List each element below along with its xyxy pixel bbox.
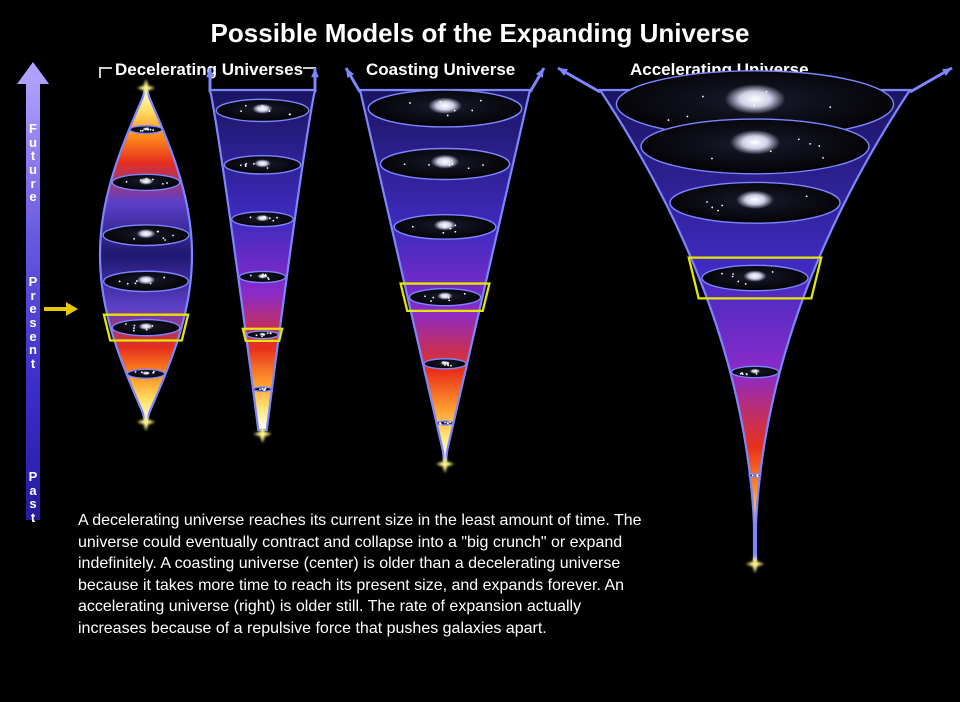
model-accelerating: [558, 68, 952, 573]
model-coasting: [346, 68, 544, 473]
model-decel-open: [206, 68, 319, 443]
diagram-caption: A decelerating universe reaches its curr…: [78, 510, 648, 640]
model-decel-closed: [100, 79, 192, 431]
